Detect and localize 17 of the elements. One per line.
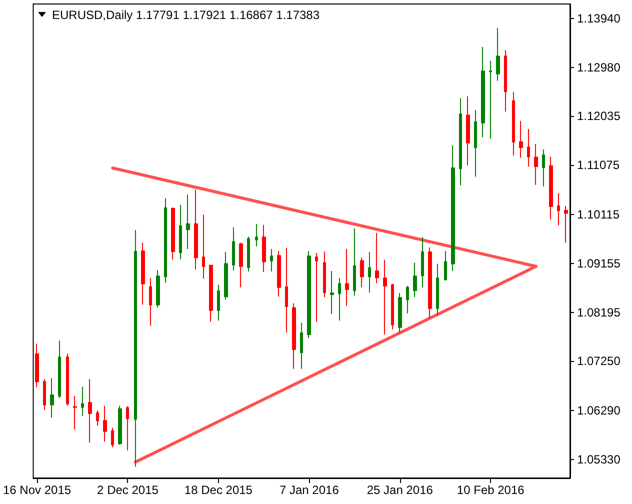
y-tick-label: 1.07250 [577, 354, 621, 368]
chart-title: EURUSD,Daily 1.17791 1.17921 1.16867 1.17383 [52, 8, 320, 22]
y-tick-label: 1.13940 [577, 11, 621, 26]
x-tick-label: 18 Dec 2015 [184, 483, 253, 497]
y-tick-label: 1.08195 [577, 306, 621, 320]
x-tick-label: 2 Dec 2015 [97, 483, 159, 497]
y-tick-label: 1.12980 [577, 60, 621, 75]
y-tick-label: 1.11075 [577, 158, 620, 172]
y-tick-label: 1.12035 [577, 108, 621, 123]
y-tick-label: 1.05330 [577, 452, 621, 467]
x-tick-label: 16 Nov 2015 [2, 483, 72, 497]
x-tick-label: 7 Jan 2016 [279, 483, 340, 497]
x-tick-label: 10 Feb 2016 [456, 483, 525, 497]
x-tick-label: 25 Jan 2016 [366, 483, 434, 497]
y-tick-label: 1.10115 [577, 207, 620, 222]
y-tick-label: 1.09155 [577, 256, 621, 271]
y-tick-label: 1.06290 [577, 403, 621, 418]
